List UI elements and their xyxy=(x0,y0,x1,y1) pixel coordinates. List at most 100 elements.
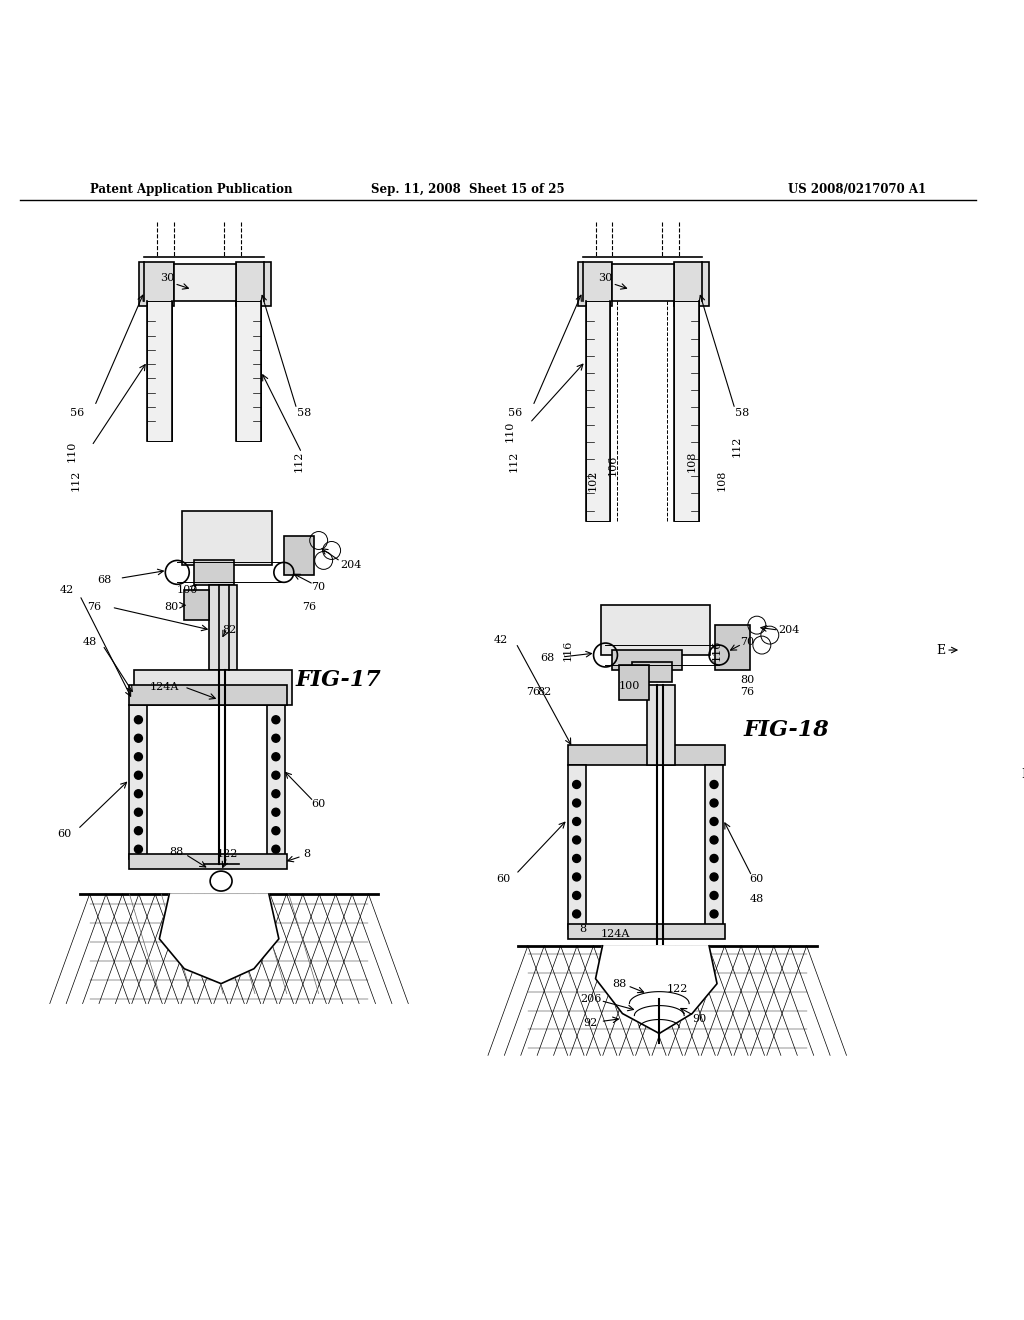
Circle shape xyxy=(272,771,280,779)
Text: Patent Application Publication: Patent Application Publication xyxy=(90,183,292,197)
Text: 100: 100 xyxy=(176,585,198,595)
Text: 42: 42 xyxy=(494,635,508,645)
Circle shape xyxy=(572,780,581,788)
Text: FIG-17: FIG-17 xyxy=(296,669,382,690)
Circle shape xyxy=(134,715,142,723)
Bar xyxy=(706,764,723,929)
Text: 60: 60 xyxy=(750,874,764,884)
Text: 80: 80 xyxy=(739,675,754,685)
Bar xyxy=(620,665,649,700)
Text: 8: 8 xyxy=(303,849,310,859)
Bar xyxy=(147,301,172,441)
Circle shape xyxy=(572,854,581,862)
Bar xyxy=(567,924,725,939)
Text: 8: 8 xyxy=(579,924,586,933)
Text: 42: 42 xyxy=(59,585,74,595)
Text: 70: 70 xyxy=(740,638,754,647)
Circle shape xyxy=(272,808,280,816)
Circle shape xyxy=(134,752,142,760)
Bar xyxy=(674,301,699,520)
Circle shape xyxy=(572,817,581,825)
Text: 76: 76 xyxy=(525,686,540,697)
Circle shape xyxy=(272,715,280,723)
Text: E: E xyxy=(937,644,946,656)
Bar xyxy=(674,261,709,306)
Text: 60: 60 xyxy=(57,829,72,840)
Bar xyxy=(129,685,287,705)
Text: 110: 110 xyxy=(67,440,77,462)
Text: FIG-18: FIG-18 xyxy=(743,718,829,741)
Circle shape xyxy=(134,826,142,834)
Text: 82: 82 xyxy=(222,626,237,635)
Bar xyxy=(139,261,174,306)
Text: 124A: 124A xyxy=(601,929,630,939)
Text: 88: 88 xyxy=(612,978,627,989)
Text: 112: 112 xyxy=(509,450,519,471)
Circle shape xyxy=(710,799,718,807)
Text: 48: 48 xyxy=(83,638,96,647)
Bar xyxy=(578,261,612,306)
Circle shape xyxy=(572,891,581,899)
Text: 48: 48 xyxy=(750,894,764,904)
Circle shape xyxy=(710,909,718,917)
Text: 90: 90 xyxy=(692,1014,707,1023)
Polygon shape xyxy=(160,894,279,983)
Bar xyxy=(567,744,725,764)
Text: 116: 116 xyxy=(712,639,722,661)
Circle shape xyxy=(710,873,718,880)
Text: 68: 68 xyxy=(541,653,555,663)
Circle shape xyxy=(134,845,142,853)
Text: 56: 56 xyxy=(70,408,84,418)
Circle shape xyxy=(572,909,581,917)
Bar xyxy=(134,671,292,705)
Circle shape xyxy=(572,799,581,807)
Text: 76: 76 xyxy=(740,686,754,697)
Circle shape xyxy=(710,854,718,862)
Text: 204: 204 xyxy=(340,561,361,570)
Text: 112: 112 xyxy=(294,450,304,471)
Text: US 2008/0217070 A1: US 2008/0217070 A1 xyxy=(788,183,926,197)
Text: 116: 116 xyxy=(562,639,572,661)
Text: 30: 30 xyxy=(160,273,174,282)
Text: 58: 58 xyxy=(297,408,311,418)
Bar xyxy=(586,301,610,520)
Circle shape xyxy=(134,771,142,779)
Circle shape xyxy=(272,789,280,797)
Bar xyxy=(600,606,710,655)
Circle shape xyxy=(710,780,718,788)
Text: 82: 82 xyxy=(538,686,552,697)
Circle shape xyxy=(710,836,718,843)
Circle shape xyxy=(134,734,142,742)
Text: 56: 56 xyxy=(508,408,522,418)
Bar xyxy=(195,561,234,585)
Bar xyxy=(236,261,271,306)
Circle shape xyxy=(710,817,718,825)
Bar xyxy=(174,264,236,301)
Circle shape xyxy=(272,845,280,853)
Text: 70: 70 xyxy=(311,582,326,593)
Polygon shape xyxy=(596,946,717,1034)
Text: 204: 204 xyxy=(778,626,800,635)
Circle shape xyxy=(272,826,280,834)
Text: 122: 122 xyxy=(667,983,688,994)
Text: 102: 102 xyxy=(588,470,598,491)
Text: 124A: 124A xyxy=(150,682,179,692)
Text: 60: 60 xyxy=(311,800,326,809)
Bar xyxy=(647,685,675,764)
Text: 106: 106 xyxy=(607,455,617,477)
Text: 60: 60 xyxy=(496,874,510,884)
Circle shape xyxy=(272,752,280,760)
Bar xyxy=(715,626,750,671)
Text: 30: 30 xyxy=(598,273,612,282)
Text: 100: 100 xyxy=(618,681,640,690)
Text: 206: 206 xyxy=(580,994,601,1003)
Text: 108: 108 xyxy=(717,470,727,491)
Text: 88: 88 xyxy=(169,847,183,857)
Text: Sep. 11, 2008  Sheet 15 of 25: Sep. 11, 2008 Sheet 15 of 25 xyxy=(372,183,565,197)
Text: 110: 110 xyxy=(505,420,515,442)
Circle shape xyxy=(134,808,142,816)
Bar xyxy=(182,511,272,565)
Text: 108: 108 xyxy=(687,450,697,471)
Text: 112: 112 xyxy=(71,470,81,491)
Text: 80: 80 xyxy=(164,602,178,612)
